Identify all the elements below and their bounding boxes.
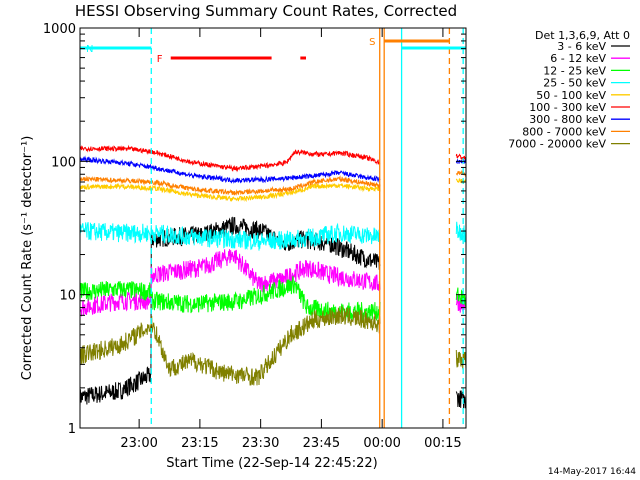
axes: 23:00 23:15 23:30 23:45 00:00 00:15 1 10 100 1000 [43,22,466,451]
y-tick-label: 100 [51,155,76,170]
y-tick-label: 1 [68,422,76,437]
legend-entry-label: 300 - 800 keV [529,113,606,126]
series-trace-3 [79,221,467,251]
y-tick-label: 10 [59,289,76,304]
x-tick-label: 23:45 [303,436,340,451]
series-trace-4 [79,178,467,203]
series-trace-7 [79,169,467,196]
x-tick-label: 23:30 [242,436,279,451]
plot-frame [79,27,467,429]
flag-label-F: F [157,54,163,65]
legend-header: Det 1,3,6,9, Att 0 [535,29,630,42]
timestamp: 14-May-2017 16:44 [548,467,636,477]
x-axis-label: Start Time (22-Sep-14 22:45:22) [166,456,377,471]
legend-entry-label: 25 - 50 keV [543,77,606,90]
series-trace-5 [79,144,467,173]
legend-entry-label: 50 - 100 keV [536,89,606,102]
x-tick-label: 23:00 [120,436,157,451]
legend-entry-label: 12 - 25 keV [543,64,606,77]
legend-entry-label: 6 - 12 keV [550,52,606,65]
flag-label-N: N [86,44,93,55]
x-tick-label: 23:15 [181,436,218,451]
chart-title: HESSI Observing Summary Count Rates, Cor… [75,2,457,20]
series-trace-0 [79,216,467,409]
y-tick-label: 1000 [43,22,76,37]
legend-entry-label: 100 - 300 keV [529,101,606,114]
series-trace-6 [79,155,467,184]
legend-entry-label: 7000 - 20000 keV [508,138,606,151]
series-trace-8 [79,305,467,386]
x-tick-label: 00:00 [363,436,400,451]
flag-label-S: S [369,37,375,48]
plot-area: N F S [79,28,467,428]
x-tick-label: 00:15 [424,436,461,451]
legend-entry-label: 3 - 6 keV [557,40,606,53]
legend-entry-label: 800 - 7000 keV [522,125,606,138]
y-axis-label: Corrected Count Rate (s⁻¹ detector⁻¹) [20,136,35,381]
